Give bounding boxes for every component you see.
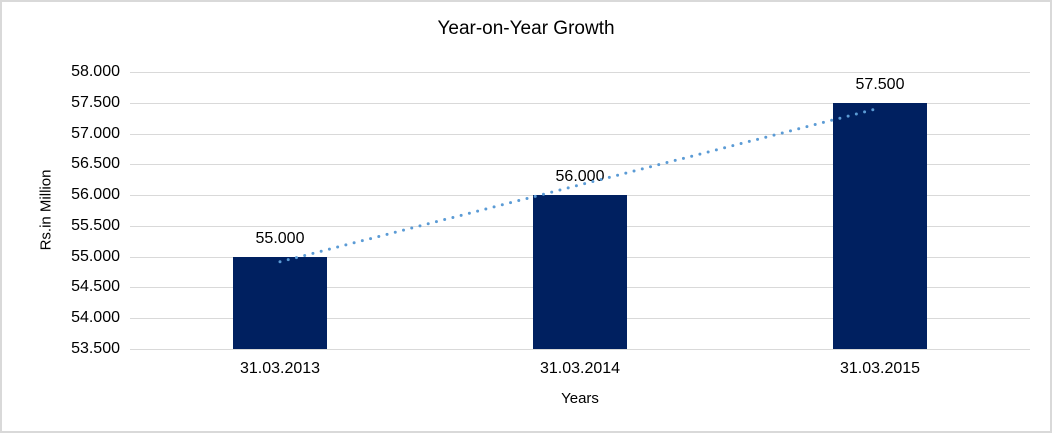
- y-axis-tick-label: 57.000: [71, 124, 120, 142]
- y-axis-tick-label: 54.000: [71, 309, 120, 327]
- y-axis-tick-label: 55.000: [71, 247, 120, 265]
- gridline: [130, 164, 1030, 166]
- x-axis-category-label: 31.03.2015: [839, 360, 921, 377]
- y-axis-tick-label: 56.500: [71, 155, 120, 173]
- y-axis-tick-label: 55.500: [71, 216, 120, 234]
- gridline: [130, 102, 1030, 104]
- trendline-dotted-line: [278, 106, 882, 264]
- gridline: [130, 72, 1030, 73]
- x-axis-category-label: 31.03.2014: [539, 360, 621, 377]
- y-axis-tick-label: 57.500: [71, 93, 120, 111]
- chart-title: Year-on-Year Growth: [437, 18, 615, 39]
- bar-31.03.2015: [833, 102, 927, 349]
- gridline: [130, 133, 1030, 135]
- data-label: 57.500: [855, 75, 905, 93]
- bar-31.03.2014: [533, 195, 627, 349]
- y-axis-tick-label: 56.000: [71, 186, 120, 204]
- x-axis-category-label: 31.03.2013: [239, 360, 321, 377]
- y-axis-tick-label: 54.500: [71, 278, 120, 296]
- y-axis-tick-label: 58.000: [71, 63, 120, 80]
- y-axis-tick-label: 53.500: [71, 340, 120, 357]
- data-label: 55.000: [255, 229, 305, 247]
- x-axis-title: Years: [561, 390, 599, 407]
- gridline: [130, 349, 1030, 350]
- bar-31.03.2013: [233, 256, 327, 349]
